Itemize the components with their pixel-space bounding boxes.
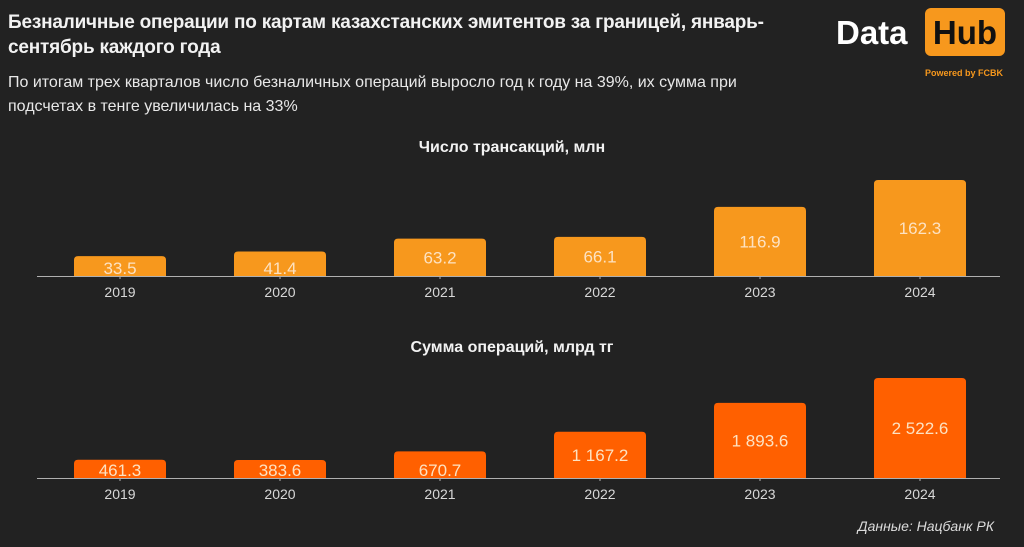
x-tick-label-2020: 2020 [264,284,295,300]
data-label-amount-2020: 383.6 [259,461,302,480]
x-tick-label-2019: 2019 [104,486,135,502]
chart-transactions-title: Число трансакций, млн [419,139,605,156]
data-source: Данные: Нацбанк РК [857,518,994,534]
data-label-transactions-2021: 63.2 [423,248,456,267]
x-tick-label-2024: 2024 [904,486,935,502]
bar-amount-2019 [74,459,166,478]
bar-transactions-2021 [394,238,486,276]
bar-amount-2024 [874,378,966,478]
data-label-amount-2019: 461.3 [99,461,142,480]
logo-hub-text: Hub [932,14,998,51]
data-label-transactions-2022: 66.1 [583,247,616,266]
logo-data-text: Data [836,14,908,51]
bar-transactions-2020 [234,251,326,276]
bar-transactions-2019 [74,256,166,276]
datahub-logo: Data Hub Powered by FCBK [836,8,1008,78]
bar-transactions-2022 [554,236,646,276]
chart-title: Безналичные операции по картам казахстан… [8,12,764,58]
x-tick-label-2019: 2019 [104,284,135,300]
x-tick-label-2022: 2022 [584,486,615,502]
x-tick-label-2023: 2023 [744,284,775,300]
data-label-amount-2023: 1 893.6 [732,431,789,450]
bar-amount-2020 [234,460,326,478]
bar-amount-2022 [554,431,646,478]
chart-amount-title: Сумма операций, млрд тг [411,339,614,356]
x-tick-label-2020: 2020 [264,486,295,502]
x-tick-label-2021: 2021 [424,284,455,300]
x-tick-label-2024: 2024 [904,284,935,300]
chart-transactions: Число трансакций, млн 33.5 2019 41.4 2020 63.… [37,139,1000,300]
data-label-amount-2024: 2 522.6 [892,419,949,438]
chart-amount: Сумма операций, млрд тг 461.3 2019 383.6 202… [37,339,1000,502]
logo-hub-box: Hub [925,8,1005,56]
bar-transactions-2023 [714,206,806,276]
x-tick-label-2023: 2023 [744,486,775,502]
data-label-amount-2021: 670.7 [419,461,462,480]
bar-amount-2023 [714,402,806,478]
data-label-transactions-2019: 33.5 [103,259,136,278]
x-tick-label-2022: 2022 [584,284,615,300]
bar-transactions-2024 [874,180,966,276]
data-label-transactions-2023: 116.9 [739,232,780,251]
bar-amount-2021 [394,451,486,478]
chart-subtitle: По итогам трех кварталов число безналичн… [8,74,737,115]
data-label-transactions-2020: 41.4 [263,259,296,278]
data-label-amount-2022: 1 167.2 [572,446,629,465]
data-label-transactions-2024: 162.3 [899,219,942,238]
x-tick-label-2021: 2021 [424,486,455,502]
logo-powered-by: Powered by FCBK [925,68,1004,78]
